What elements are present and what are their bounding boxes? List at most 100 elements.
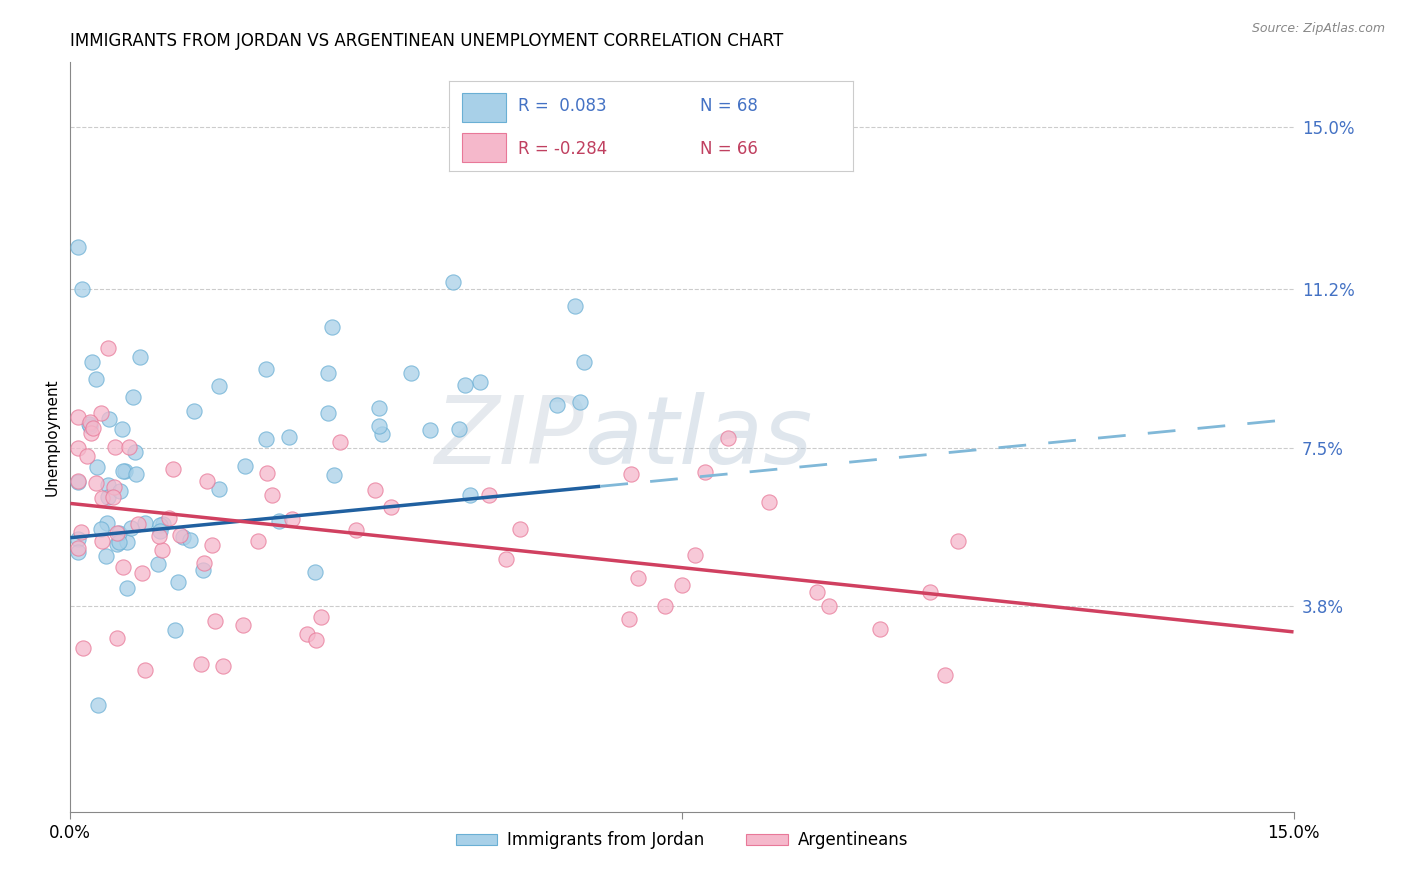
Point [183, 404, 205, 418]
Point [399, 366, 422, 380]
Point [90, 522, 112, 536]
Point [134, 663, 156, 677]
Point [167, 575, 190, 590]
Point [368, 419, 391, 434]
Point [165, 623, 187, 637]
Point [758, 495, 780, 509]
Point [110, 484, 132, 499]
Point [169, 528, 191, 542]
Point [84, 476, 107, 491]
Point [173, 530, 195, 544]
Point [115, 535, 138, 549]
Point [316, 406, 339, 420]
Point [97, 477, 120, 491]
Point [120, 521, 142, 535]
Point [98, 412, 121, 426]
Point [108, 534, 131, 549]
Point [79, 415, 101, 429]
Point [419, 423, 441, 437]
Point [67, 541, 90, 556]
Point [115, 581, 138, 595]
Point [80, 426, 103, 441]
Point [458, 488, 481, 502]
Point [90, 406, 112, 420]
Point [86, 459, 108, 474]
Point [80, 355, 103, 369]
Point [122, 390, 145, 404]
Point [620, 467, 643, 481]
Point [67, 532, 90, 546]
Point [131, 566, 153, 581]
Point [441, 276, 464, 290]
Point [232, 618, 254, 632]
Point [105, 537, 128, 551]
Point [150, 543, 173, 558]
Point [318, 366, 340, 380]
Point [256, 466, 278, 480]
Point [157, 510, 180, 524]
Point [454, 378, 477, 392]
Point [84, 372, 107, 386]
Point [94, 549, 117, 563]
Point [869, 622, 891, 636]
Point [546, 398, 568, 412]
Point [104, 441, 127, 455]
Point [626, 571, 648, 585]
Point [67, 545, 90, 559]
Point [87, 698, 110, 712]
Point [370, 426, 392, 441]
Point [568, 395, 591, 409]
Point [304, 565, 326, 579]
Point [107, 525, 129, 540]
Point [683, 549, 706, 563]
Point [112, 559, 135, 574]
Point [134, 516, 156, 530]
Text: IMMIGRANTS FROM JORDAN VS ARGENTINEAN UNEMPLOYMENT CORRELATION CHART: IMMIGRANTS FROM JORDAN VS ARGENTINEAN UN… [70, 32, 783, 50]
Point [478, 488, 501, 502]
Point [269, 514, 291, 528]
Point [82, 420, 104, 434]
Point [654, 599, 676, 613]
Y-axis label: Unemployment: Unemployment [44, 378, 59, 496]
Point [149, 517, 172, 532]
Point [322, 468, 344, 483]
Point [149, 524, 172, 538]
Point [124, 444, 146, 458]
Point [208, 379, 231, 393]
Point [204, 614, 226, 628]
Point [67, 409, 90, 424]
Point [179, 533, 201, 547]
Point [277, 430, 299, 444]
Point [114, 463, 136, 477]
Point [254, 432, 277, 446]
Point [79, 418, 101, 433]
Point [97, 341, 120, 355]
Point [254, 361, 277, 376]
Point [193, 556, 215, 570]
Point [509, 522, 531, 536]
Point [195, 474, 218, 488]
Point [380, 500, 402, 514]
Point [281, 512, 304, 526]
Text: Source: ZipAtlas.com: Source: ZipAtlas.com [1251, 22, 1385, 36]
Point [128, 350, 150, 364]
Point [70, 525, 93, 540]
Point [806, 584, 828, 599]
Point [309, 610, 332, 624]
Text: atlas: atlas [583, 392, 813, 483]
Point [920, 585, 942, 599]
Legend: Immigrants from Jordan, Argentineans: Immigrants from Jordan, Argentineans [449, 824, 915, 855]
Point [208, 482, 231, 496]
Point [67, 475, 90, 490]
Point [364, 483, 387, 497]
Point [67, 441, 90, 455]
Point [148, 529, 170, 543]
Point [118, 440, 141, 454]
Point [101, 490, 124, 504]
Point [97, 490, 120, 504]
Point [96, 516, 118, 531]
Point [321, 319, 343, 334]
Point [817, 599, 839, 614]
Point [295, 627, 318, 641]
Point [367, 401, 389, 415]
